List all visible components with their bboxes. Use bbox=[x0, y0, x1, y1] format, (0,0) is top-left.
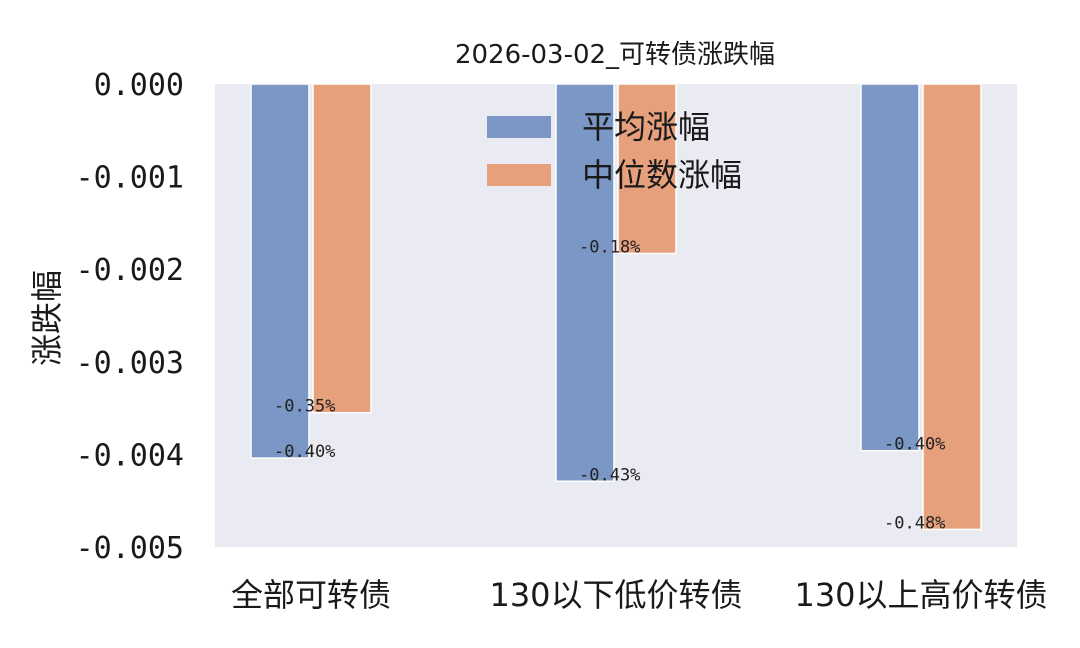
bar-median-0 bbox=[312, 83, 372, 414]
bar-mean-0 bbox=[250, 83, 310, 459]
y-axis-label: 涨跌幅 bbox=[28, 270, 66, 366]
bar-label-mean-1: -0.43% bbox=[579, 465, 640, 485]
legend-label-median: 中位数涨幅 bbox=[582, 156, 742, 194]
bar-label-mean-2: -0.40% bbox=[884, 435, 945, 455]
x-tick-label: 130以下低价转债 bbox=[489, 576, 742, 614]
bar-mean-1 bbox=[555, 83, 615, 483]
bar-median-2 bbox=[922, 83, 982, 531]
bars-group bbox=[250, 83, 982, 531]
legend-swatch-median bbox=[487, 164, 551, 186]
bar-label-median-1: -0.18% bbox=[579, 237, 640, 257]
y-tick-label: -0.003 bbox=[76, 346, 184, 381]
bar-median-1 bbox=[617, 83, 677, 255]
y-tick-label: -0.002 bbox=[76, 253, 184, 288]
y-tick-label: -0.004 bbox=[76, 438, 184, 473]
bar-label-median-0: -0.35% bbox=[274, 397, 335, 417]
legend-swatch-mean bbox=[487, 116, 551, 138]
chart-title: 2026-03-02_可转债涨跌幅 bbox=[455, 40, 775, 70]
legend-label-mean: 平均涨幅 bbox=[582, 108, 710, 146]
x-tick-label: 130以上高价转债 bbox=[794, 576, 1047, 614]
y-tick-label: 0.000 bbox=[94, 68, 184, 103]
bar-labels-group: -0.40% -0.43% -0.40% -0.35% -0.18% -0.48% bbox=[274, 237, 945, 533]
bar-label-mean-0: -0.40% bbox=[274, 442, 335, 462]
x-ticks-group: 全部可转债 130以下低价转债 130以上高价转债 bbox=[231, 576, 1048, 614]
y-ticks-group: 0.000 -0.001 -0.002 -0.003 -0.004 -0.005 bbox=[76, 68, 184, 566]
y-tick-label: -0.001 bbox=[76, 161, 184, 196]
bar-label-median-2: -0.48% bbox=[884, 513, 945, 533]
y-tick-label: -0.005 bbox=[76, 531, 184, 566]
bar-mean-2 bbox=[860, 83, 920, 452]
x-tick-label: 全部可转债 bbox=[231, 576, 391, 614]
